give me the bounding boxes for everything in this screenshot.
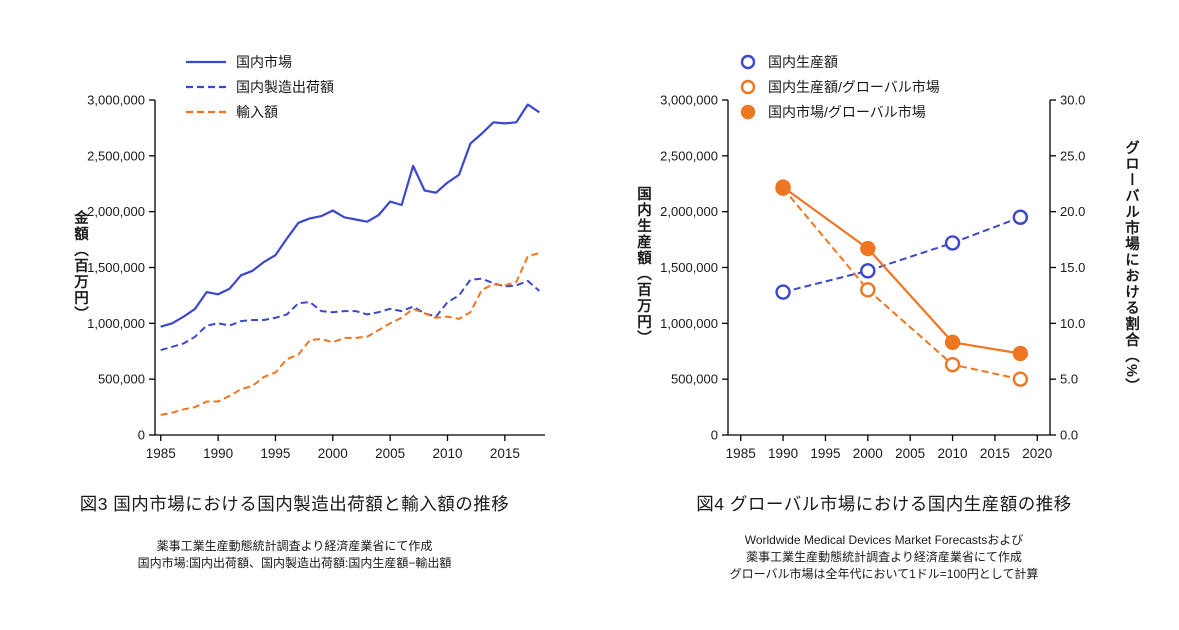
x-tick-label: 1985 bbox=[726, 446, 756, 461]
legend-label: 国内市場/グローバル市場 bbox=[768, 104, 926, 120]
x-tick-label: 2000 bbox=[853, 446, 883, 461]
y-tick-label: 500,000 bbox=[671, 372, 718, 387]
y-tick-label: 1,000,000 bbox=[87, 316, 145, 331]
right-y-tick-label: 0.0 bbox=[1060, 428, 1078, 443]
fig4-legend: 国内生産額国内生産額/グローバル市場 国内市場/グローバル市場 bbox=[737, 52, 940, 122]
fig3-plot: 0 500,000 1,000,000 1,500,000 2,000,000 2,500… bbox=[87, 93, 545, 461]
y-tick-label: 3,000,000 bbox=[87, 93, 145, 108]
fig4-notes: Worldwide Medical Devices Market Forecas… bbox=[589, 532, 1179, 583]
legend-item: 輸入額 bbox=[185, 102, 334, 122]
right-y-tick-label: 10.0 bbox=[1060, 316, 1085, 331]
x-tick-label: 2020 bbox=[1022, 446, 1052, 461]
fig3-notes: 薬事工業生産動態統計調査より経済産業省にて作成 国内市場:国内出荷額、国内製造出… bbox=[0, 538, 589, 572]
legend-item: 国内製造出荷額 bbox=[185, 77, 334, 97]
x-tick-label: 2015 bbox=[490, 446, 520, 461]
fig4-note-line: Worldwide Medical Devices Market Forecas… bbox=[744, 533, 1024, 547]
y-tick-label: 500,000 bbox=[98, 372, 145, 387]
legend-item: 国内市場/グローバル市場 bbox=[737, 102, 940, 122]
y-tick-label: 2,500,000 bbox=[660, 148, 718, 163]
x-tick-label: 2010 bbox=[432, 446, 462, 461]
x-tick-label: 1995 bbox=[260, 446, 290, 461]
x-tick-label: 2015 bbox=[980, 446, 1010, 461]
y-tick-label: 0 bbox=[711, 428, 718, 443]
fig4-left-y-axis-label: 国内生産額（百万円） bbox=[635, 186, 651, 346]
series-line bbox=[160, 277, 540, 352]
right-y-tick-label: 15.0 bbox=[1060, 260, 1085, 275]
data-point-marker bbox=[860, 240, 876, 257]
y-tick-label: 2,500,000 bbox=[87, 148, 145, 163]
data-point-marker bbox=[1012, 345, 1029, 362]
series-line bbox=[782, 186, 1021, 355]
legend-label: 国内市場 bbox=[236, 54, 292, 70]
legend-label: 輸入額 bbox=[236, 104, 278, 120]
y-tick-label: 1,500,000 bbox=[660, 260, 718, 275]
series-line bbox=[782, 216, 1021, 294]
right-y-tick-label: 30.0 bbox=[1060, 93, 1085, 108]
fig4-note-line: グローバル市場は全年代において1ドル=100円として計算 bbox=[729, 567, 1039, 581]
data-point-marker bbox=[860, 282, 876, 298]
fig3-y-axis-label: 金額（百万円） bbox=[72, 210, 88, 322]
fig3-note-line: 薬事工業生産動態統計調査より経済産業省にて作成 bbox=[156, 539, 433, 553]
fig4-chart: 国内生産額（百万円） グローバル市場における割合（%） 0 500,000 1,00… bbox=[589, 0, 1179, 630]
data-point-marker bbox=[1012, 209, 1029, 225]
data-point-marker bbox=[944, 235, 961, 251]
legend-label: 国内生産額 bbox=[768, 54, 838, 70]
fig4-right-y-axis-label: グローバル市場における割合（%） bbox=[1123, 140, 1139, 395]
fig3-legend: 国内市場国内製造出荷額 輸入額 bbox=[185, 52, 334, 122]
y-tick-label: 3,000,000 bbox=[660, 93, 718, 108]
x-tick-label: 2010 bbox=[938, 446, 968, 461]
x-tick-label: 1990 bbox=[768, 446, 798, 461]
y-tick-label: 1,000,000 bbox=[660, 316, 718, 331]
legend-item: 国内生産額/グローバル市場 bbox=[737, 77, 940, 97]
x-tick-label: 2005 bbox=[375, 446, 405, 461]
x-tick-label: 1995 bbox=[810, 446, 840, 461]
legend-marker-icon bbox=[740, 79, 756, 95]
fig4-note-line: 薬事工業生産動態統計調査より経済産業省にて作成 bbox=[746, 550, 1022, 564]
legend-item: 国内生産額 bbox=[737, 52, 940, 72]
legend-label: 国内生産額/グローバル市場 bbox=[768, 79, 940, 95]
series-line bbox=[160, 252, 540, 416]
legend-marker-icon bbox=[740, 54, 756, 70]
legend-line-icon bbox=[186, 85, 226, 89]
y-tick-label: 0 bbox=[138, 428, 145, 443]
y-tick-label: 2,000,000 bbox=[87, 204, 145, 219]
fig3-note-line: 国内市場:国内出荷額、国内製造出荷額:国内生産額−輸出額 bbox=[137, 556, 452, 570]
data-point-marker bbox=[944, 334, 961, 351]
right-y-tick-label: 20.0 bbox=[1060, 204, 1085, 219]
data-point-marker bbox=[775, 284, 791, 300]
legend-item: 国内市場 bbox=[185, 52, 334, 72]
y-tick-label: 2,000,000 bbox=[660, 204, 718, 219]
series-line bbox=[160, 103, 540, 328]
data-point-marker bbox=[944, 356, 961, 373]
y-tick-label: 1,500,000 bbox=[87, 260, 145, 275]
legend-marker-icon bbox=[740, 104, 756, 120]
legend-line-icon bbox=[186, 60, 226, 64]
legend-label: 国内製造出荷額 bbox=[236, 79, 334, 95]
right-y-tick-label: 25.0 bbox=[1060, 148, 1085, 163]
data-point-marker bbox=[1012, 371, 1029, 387]
right-y-tick-label: 5.0 bbox=[1060, 372, 1078, 387]
series-line bbox=[782, 187, 1021, 381]
fig4-plot: 0 500,000 1,000,000 1,500,000 2,000,000 2,500… bbox=[660, 93, 1085, 462]
fig4-caption: 図4 グローバル市場における国内生産額の推移 bbox=[696, 494, 1072, 514]
x-tick-label: 2000 bbox=[318, 446, 348, 461]
x-tick-label: 2005 bbox=[895, 446, 925, 461]
x-tick-label: 1985 bbox=[146, 446, 176, 461]
data-point-marker bbox=[860, 263, 876, 279]
legend-line-icon bbox=[186, 110, 226, 114]
data-point-marker bbox=[775, 179, 791, 195]
x-tick-label: 1990 bbox=[203, 446, 233, 461]
fig3-chart: 金額（百万円） 0 500,000 1,000,000 1,500,000 2,000,… bbox=[0, 0, 589, 630]
fig3-caption: 図3 国内市場における国内製造出荷額と輸入額の推移 bbox=[79, 494, 510, 514]
